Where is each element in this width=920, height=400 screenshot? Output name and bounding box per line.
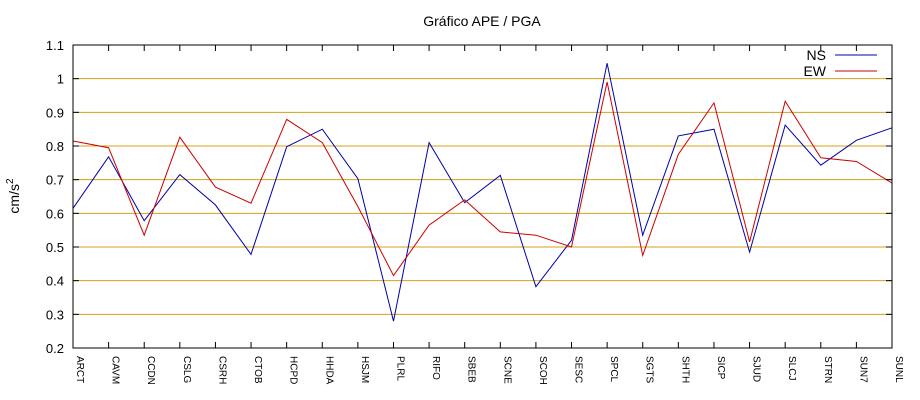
x-tick-label: CAVM <box>110 356 121 384</box>
x-tick-label: HSJM <box>359 356 370 383</box>
series-line-ew <box>72 81 893 277</box>
plot-frame <box>72 44 893 349</box>
x-tick-label: PLRL <box>394 356 405 381</box>
x-tick-label: ARCT <box>74 356 85 383</box>
y-axis-label-unit: cm/s <box>6 184 22 214</box>
x-tick-label: SCOH <box>537 356 548 385</box>
axis-ticks: 0.2 0.3 0.4 0.5 0.6 0.7 0.8 0.9 1 1.1 ARCT CAVM CCDN… <box>46 38 904 385</box>
y-tick-label: 1.1 <box>46 38 64 53</box>
y-axis-label-exponent: 2 <box>5 178 16 184</box>
x-tick-label: CSRH <box>216 356 227 384</box>
series-line-ns <box>72 63 893 322</box>
y-tick-label: 0.4 <box>46 274 64 289</box>
x-tick-label: CTOB <box>252 356 263 384</box>
x-tick-label: HHDA <box>323 356 334 385</box>
x-tick-label: HCPD <box>288 356 299 384</box>
x-tick-label: RIFO <box>430 356 441 380</box>
y-tick-label: 0.8 <box>46 139 64 154</box>
x-tick-label: SICP <box>715 356 726 380</box>
x-tick-label: SCNE <box>501 356 512 384</box>
y-tick-label: 1 <box>57 72 64 87</box>
grid-lines <box>73 78 892 315</box>
y-axis-label: cm/s2 <box>5 178 22 214</box>
x-tick-label: SJUD <box>751 356 762 382</box>
legend-label-ew: EW <box>803 63 826 79</box>
x-tick-label: STRN <box>822 356 833 383</box>
x-tick-label: SUNL <box>893 356 904 383</box>
legend-label-ns: NS <box>807 47 826 63</box>
x-tick-label: SLCJ <box>786 356 797 380</box>
y-tick-label: 0.7 <box>46 173 64 188</box>
y-tick-label: 0.5 <box>46 240 64 255</box>
x-tick-label: SPCL <box>608 356 619 383</box>
y-tick-label: 0.3 <box>46 307 64 322</box>
y-tick-label: 0.6 <box>46 206 64 221</box>
x-tick-label: SHTH <box>679 356 690 383</box>
x-tick-label: SGTS <box>644 356 655 384</box>
x-tick-label: CSLG <box>181 356 192 383</box>
x-tick-label: SBEB <box>466 356 477 383</box>
x-tick-label: SESC <box>573 356 584 383</box>
series-layer <box>72 63 893 322</box>
y-tick-label: 0.2 <box>46 341 64 356</box>
chart-title: Gráfico APE / PGA <box>423 13 541 29</box>
y-tick-label: 0.9 <box>46 105 64 120</box>
x-tick-label: SUN7 <box>857 356 868 383</box>
x-tick-label: CCDN <box>145 356 156 385</box>
